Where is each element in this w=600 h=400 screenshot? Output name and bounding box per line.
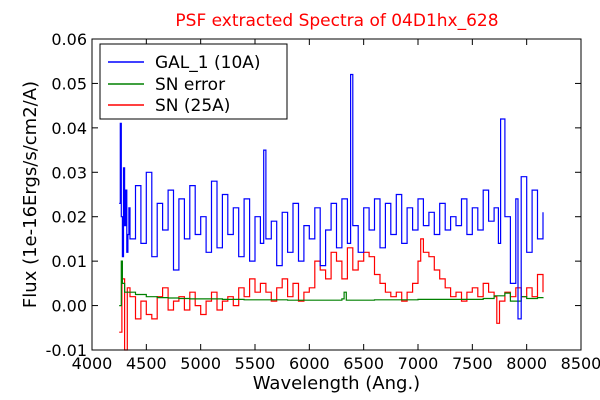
x-tick-label: 8500 bbox=[561, 354, 600, 373]
series-line-sn-25a bbox=[119, 238, 544, 351]
x-tick-label: 4500 bbox=[126, 354, 167, 373]
legend-box bbox=[99, 43, 288, 120]
x-axis-label: Wavelength (Ang.) bbox=[253, 373, 420, 394]
legend-entry: GAL_1 (10A) bbox=[108, 53, 261, 73]
y-tick-label: 0.06 bbox=[51, 30, 87, 49]
y-axis-label: Flux (1e-16Ergs/s/cm2/A) bbox=[20, 81, 41, 308]
x-tick-label: 5000 bbox=[180, 354, 221, 373]
plot-area bbox=[91, 38, 582, 351]
series-line-gal-1-10a bbox=[119, 73, 544, 320]
y-tick-label: 0.04 bbox=[51, 119, 87, 138]
plot-frame bbox=[91, 38, 582, 351]
y-tick-label: 0.01 bbox=[51, 252, 87, 271]
y-tick-label: 0.00 bbox=[51, 297, 87, 316]
legend: GAL_1 (10A) SN error SN (25A) bbox=[99, 43, 288, 120]
x-axis-ticks: 4000 4500 5000 5500 6000 6500 7000 7500 8000 8500 bbox=[72, 39, 600, 373]
legend-label-gal: GAL_1 (10A) bbox=[155, 53, 261, 73]
x-tick-label: 7000 bbox=[398, 354, 439, 373]
y-tick-label: 0.05 bbox=[51, 74, 87, 93]
series-line-sn-error bbox=[119, 260, 544, 307]
chart-title: PSF extracted Spectra of 04D1hx_628 bbox=[175, 11, 498, 31]
y-tick-label: 0.03 bbox=[51, 163, 87, 182]
x-tick-label: 7500 bbox=[452, 354, 493, 373]
legend-entry: SN error bbox=[108, 75, 225, 95]
x-tick-label: 8000 bbox=[506, 354, 547, 373]
x-tick-label: 6000 bbox=[289, 354, 330, 373]
x-tick-label: 5500 bbox=[235, 354, 276, 373]
y-tick-label: -0.01 bbox=[46, 341, 87, 360]
y-tick-label: 0.02 bbox=[51, 208, 87, 227]
legend-entry: SN (25A) bbox=[108, 96, 230, 116]
x-tick-label: 4000 bbox=[72, 354, 113, 373]
x-tick-label: 6500 bbox=[343, 354, 384, 373]
series-layer bbox=[119, 73, 544, 351]
legend-label-sn-error: SN error bbox=[155, 75, 225, 95]
y-axis-ticks: -0.01 0.00 0.01 0.02 0.03 0.04 0.05 0.06 bbox=[46, 30, 581, 360]
legend-label-sn: SN (25A) bbox=[155, 96, 230, 116]
